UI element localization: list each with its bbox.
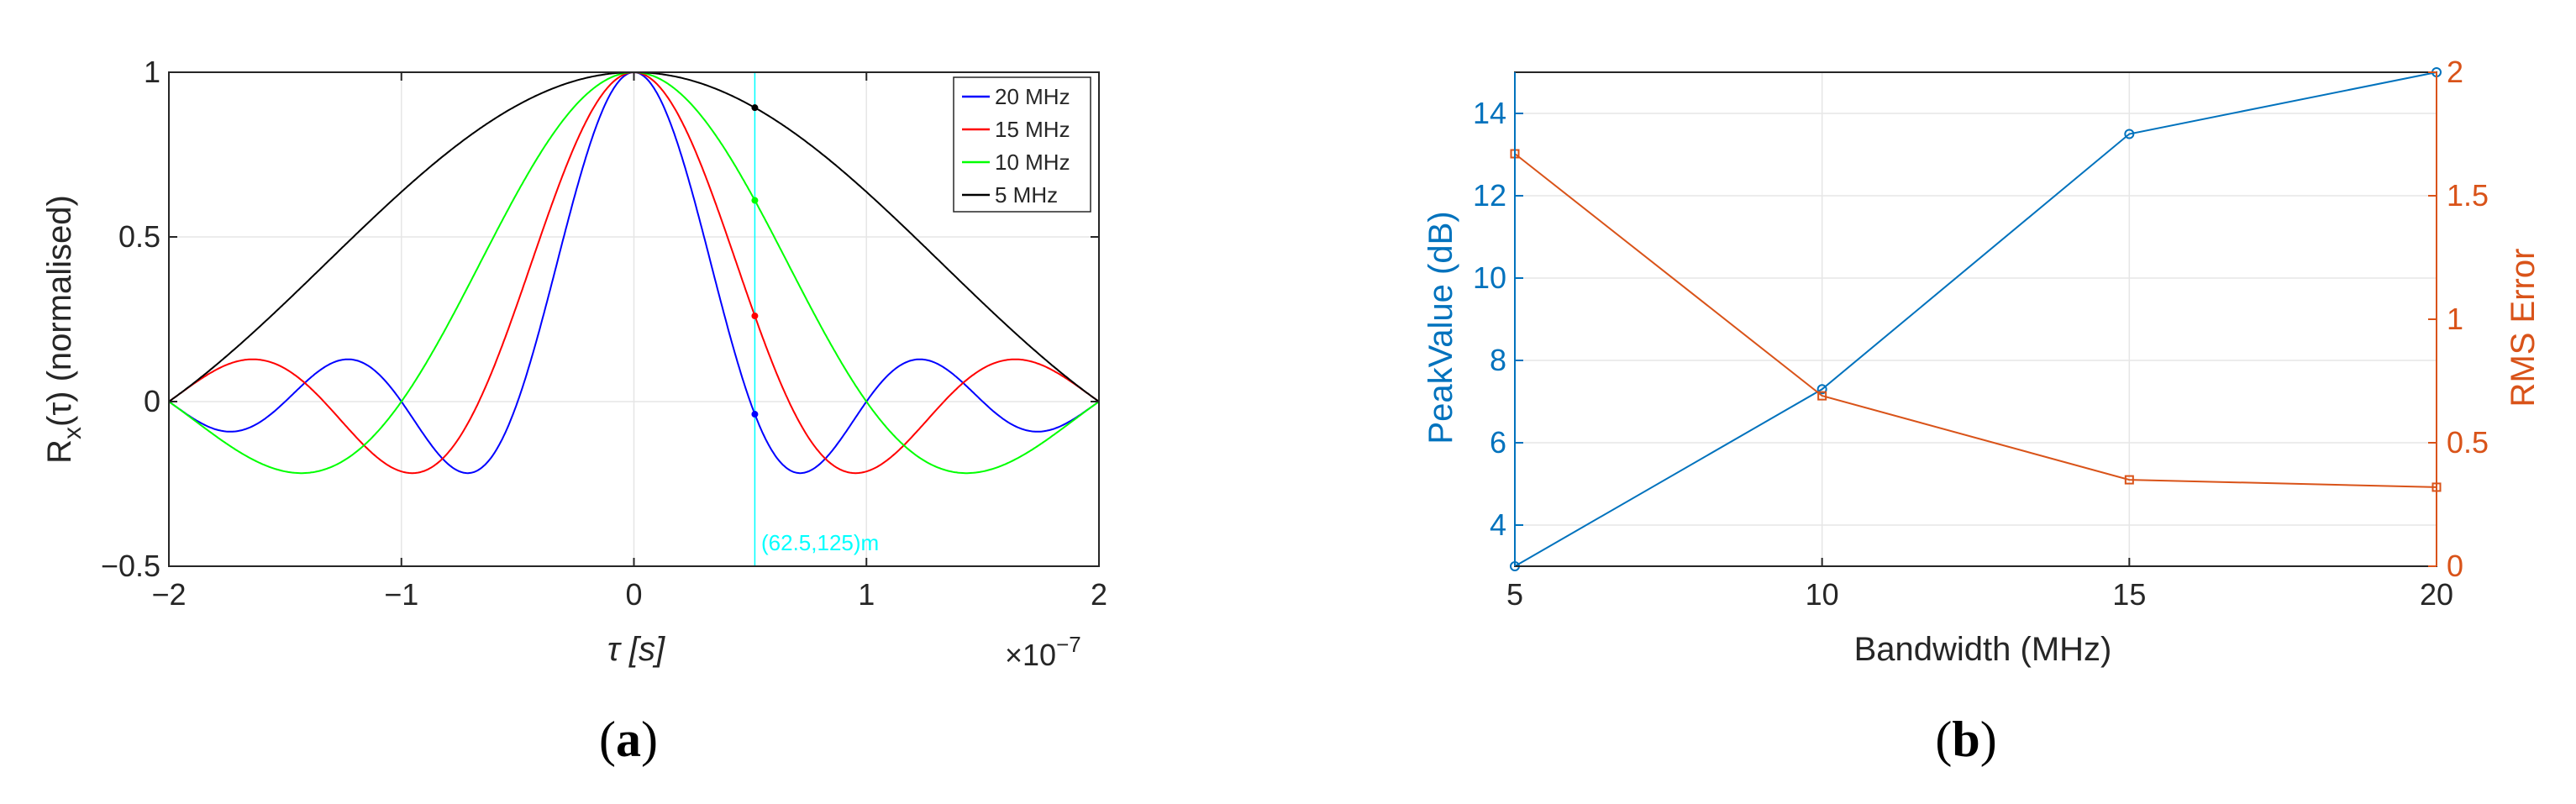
chart-a-x-tick-label-2: 0 <box>625 577 642 612</box>
chart-b-left-y-tick-label-0: 4 <box>1490 507 1506 542</box>
chart-b-point-peak-value-1 <box>1816 384 1827 395</box>
chart-b-left-y-tick-label-1: 6 <box>1490 425 1506 460</box>
chart-b-left-y-tick-label-5: 14 <box>1473 96 1506 130</box>
chart-b-right-y-ticks: 0 0.5 1 1.5 2 <box>2428 55 2489 583</box>
chart-b-point-rms-error-1 <box>1817 391 1827 401</box>
chart-b-series-line-peak-value <box>1514 71 2437 567</box>
chart-b-right-y-tick-label-4: 2 <box>2447 55 2463 89</box>
chart-b-left-y-axis-label: PeakValue (dB) <box>1422 211 1459 444</box>
chart-b-right-y-axis-label: RMS Error <box>2505 249 2542 407</box>
chart-a-x-ticks: −2 −1 0 1 2 <box>151 72 1107 612</box>
chart-b-left-y-ticks: 4 6 8 10 12 14 <box>1473 72 1523 566</box>
chart-a-x-axis-label: τ [s] <box>607 631 665 668</box>
chart-a-annotation: (62.5,125)m <box>761 530 879 555</box>
chart-a-marker-point-5-mhz <box>751 104 759 112</box>
chart-b-right-y-tick-label-2: 1 <box>2447 302 2463 336</box>
chart-b-point-rms-error-2 <box>2124 475 2134 485</box>
chart-a-y-tick-label-3: 1 <box>144 55 160 89</box>
chart-a-marker-point-20-mhz <box>751 411 759 418</box>
chart-b-bandwidth: 5 10 15 20 4 6 8 10 12 14 0 0.5 1 1.5 2 Bandwidth (M… <box>1422 55 2542 767</box>
chart-b-right-y-tick-label-3: 1.5 <box>2447 178 2489 213</box>
chart-b-x-ticks: 5 10 15 20 <box>1506 558 2453 612</box>
chart-b-series-line-rms-error <box>1514 153 2437 488</box>
chart-a-marker-point-15-mhz <box>751 313 759 320</box>
chart-b-x-tick-label-2: 15 <box>2112 577 2146 612</box>
chart-a-y-tick-label-1: 0 <box>144 384 160 418</box>
chart-b-right-y-tick-label-0: 0 <box>2447 549 2463 583</box>
chart-a-x-tick-label-0: −2 <box>151 577 186 612</box>
chart-a-marker-dots <box>751 104 759 418</box>
chart-a-marker-point-10-mhz <box>751 197 759 204</box>
chart-a-x-tick-label-4: 2 <box>1091 577 1107 612</box>
chart-a-y-axis-label: Rx(τ) (normalised) <box>41 195 87 464</box>
chart-a-x-tick-label-3: 1 <box>858 577 875 612</box>
chart-a-legend-label-10-mhz: 10 MHz <box>995 150 1070 175</box>
chart-a-legend-label-15-mhz: 15 MHz <box>995 117 1070 142</box>
chart-a-correlation: −2 −1 0 1 2 −0.5 0 0.5 1 (62.5,125)m τ [s] ×10−… <box>41 55 1107 767</box>
chart-a-y-tick-label-0: −0.5 <box>101 549 160 583</box>
chart-b-left-y-tick-label-4: 12 <box>1473 178 1506 213</box>
chart-a-y-ticks: −0.5 0 0.5 1 <box>101 55 1099 583</box>
chart-a-y-tick-label-2: 0.5 <box>118 219 160 254</box>
chart-b-right-y-tick-label-1: 0.5 <box>2447 425 2489 460</box>
chart-b-x-tick-label-0: 5 <box>1506 577 1523 612</box>
chart-b-left-y-tick-label-2: 8 <box>1490 343 1506 377</box>
chart-a-legend-label-20-mhz: 20 MHz <box>995 84 1070 109</box>
chart-a-legend-label-5-mhz: 5 MHz <box>995 182 1058 208</box>
chart-a-panel-label: (a) <box>599 712 658 767</box>
chart-b-x-tick-label-1: 10 <box>1806 577 1839 612</box>
chart-a-legend: 20 MHz 15 MHz 10 MHz 5 MHz <box>953 76 1091 213</box>
chart-b-x-axis-label: Bandwidth (MHz) <box>1854 631 2112 668</box>
chart-a-x-tick-label-1: −1 <box>384 577 418 612</box>
chart-a-legend-box <box>953 76 1091 213</box>
chart-a-x-exponent: ×10−7 <box>1005 632 1081 672</box>
chart-b-panel-label: (b) <box>1935 712 1996 767</box>
chart-b-x-tick-label-3: 20 <box>2420 577 2453 612</box>
chart-b-left-y-tick-label-3: 10 <box>1473 260 1506 295</box>
chart-b-point-peak-value-2 <box>2124 129 2135 139</box>
